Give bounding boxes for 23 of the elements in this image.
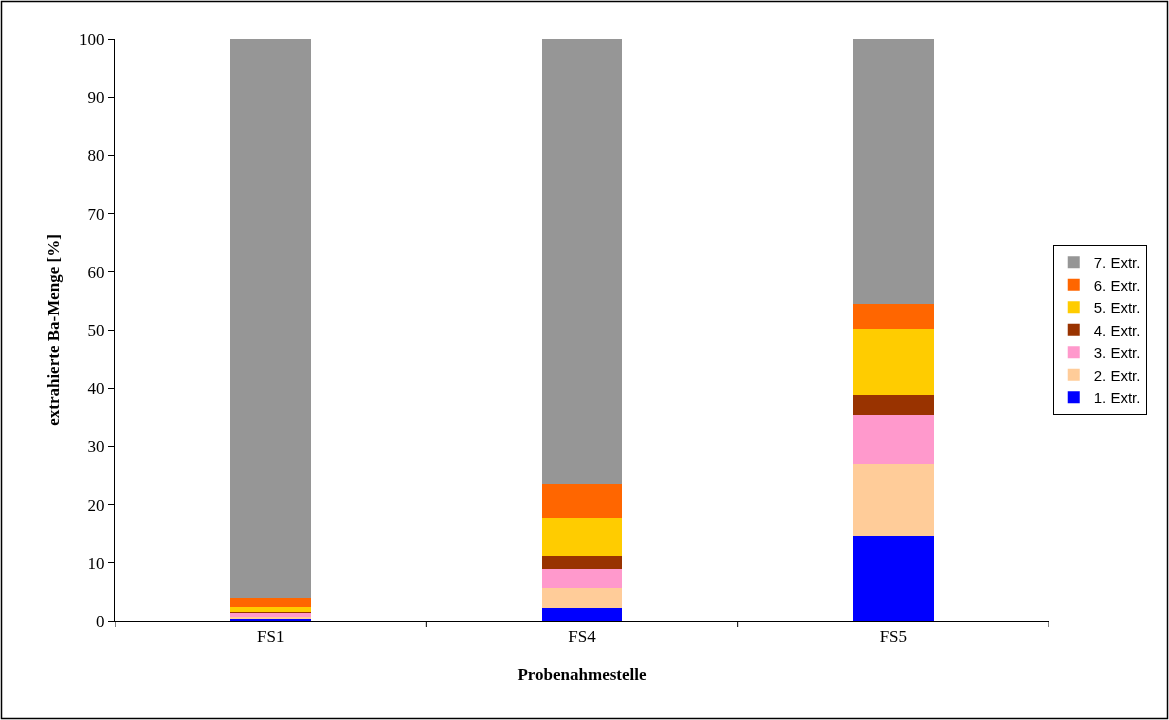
x-tick-label: FS5: [879, 627, 908, 647]
legend-label: 1. Extr.: [1093, 389, 1141, 407]
y-tick-label: 100: [79, 29, 105, 49]
y-tick-label: 0: [96, 611, 105, 631]
y-tick-label: 70: [87, 204, 105, 224]
y-tick-label: 40: [87, 379, 105, 399]
y-tick-label: 10: [87, 553, 105, 573]
x-axis-title: Probenahmestelle: [517, 664, 647, 684]
y-tick-label: 90: [87, 88, 105, 108]
legend-label: 5. Extr.: [1093, 299, 1141, 317]
legend-label: 4. Extr.: [1093, 321, 1141, 339]
y-tick-label: 50: [87, 320, 105, 340]
legend-label: 7. Extr.: [1093, 254, 1141, 272]
legend-label: 2. Extr.: [1093, 366, 1141, 384]
x-tick-label: FS4: [568, 627, 597, 647]
legend-label: 6. Extr.: [1093, 276, 1141, 294]
y-tick-label: 60: [87, 262, 105, 282]
y-tick-label: 30: [87, 437, 105, 457]
x-tick-label: FS1: [256, 627, 285, 647]
y-tick-label: 80: [87, 146, 105, 166]
y-axis-title: extrahierte Ba-Menge [%]: [43, 234, 63, 426]
y-tick-label: 20: [87, 495, 105, 515]
legend-label: 3. Extr.: [1093, 344, 1141, 362]
